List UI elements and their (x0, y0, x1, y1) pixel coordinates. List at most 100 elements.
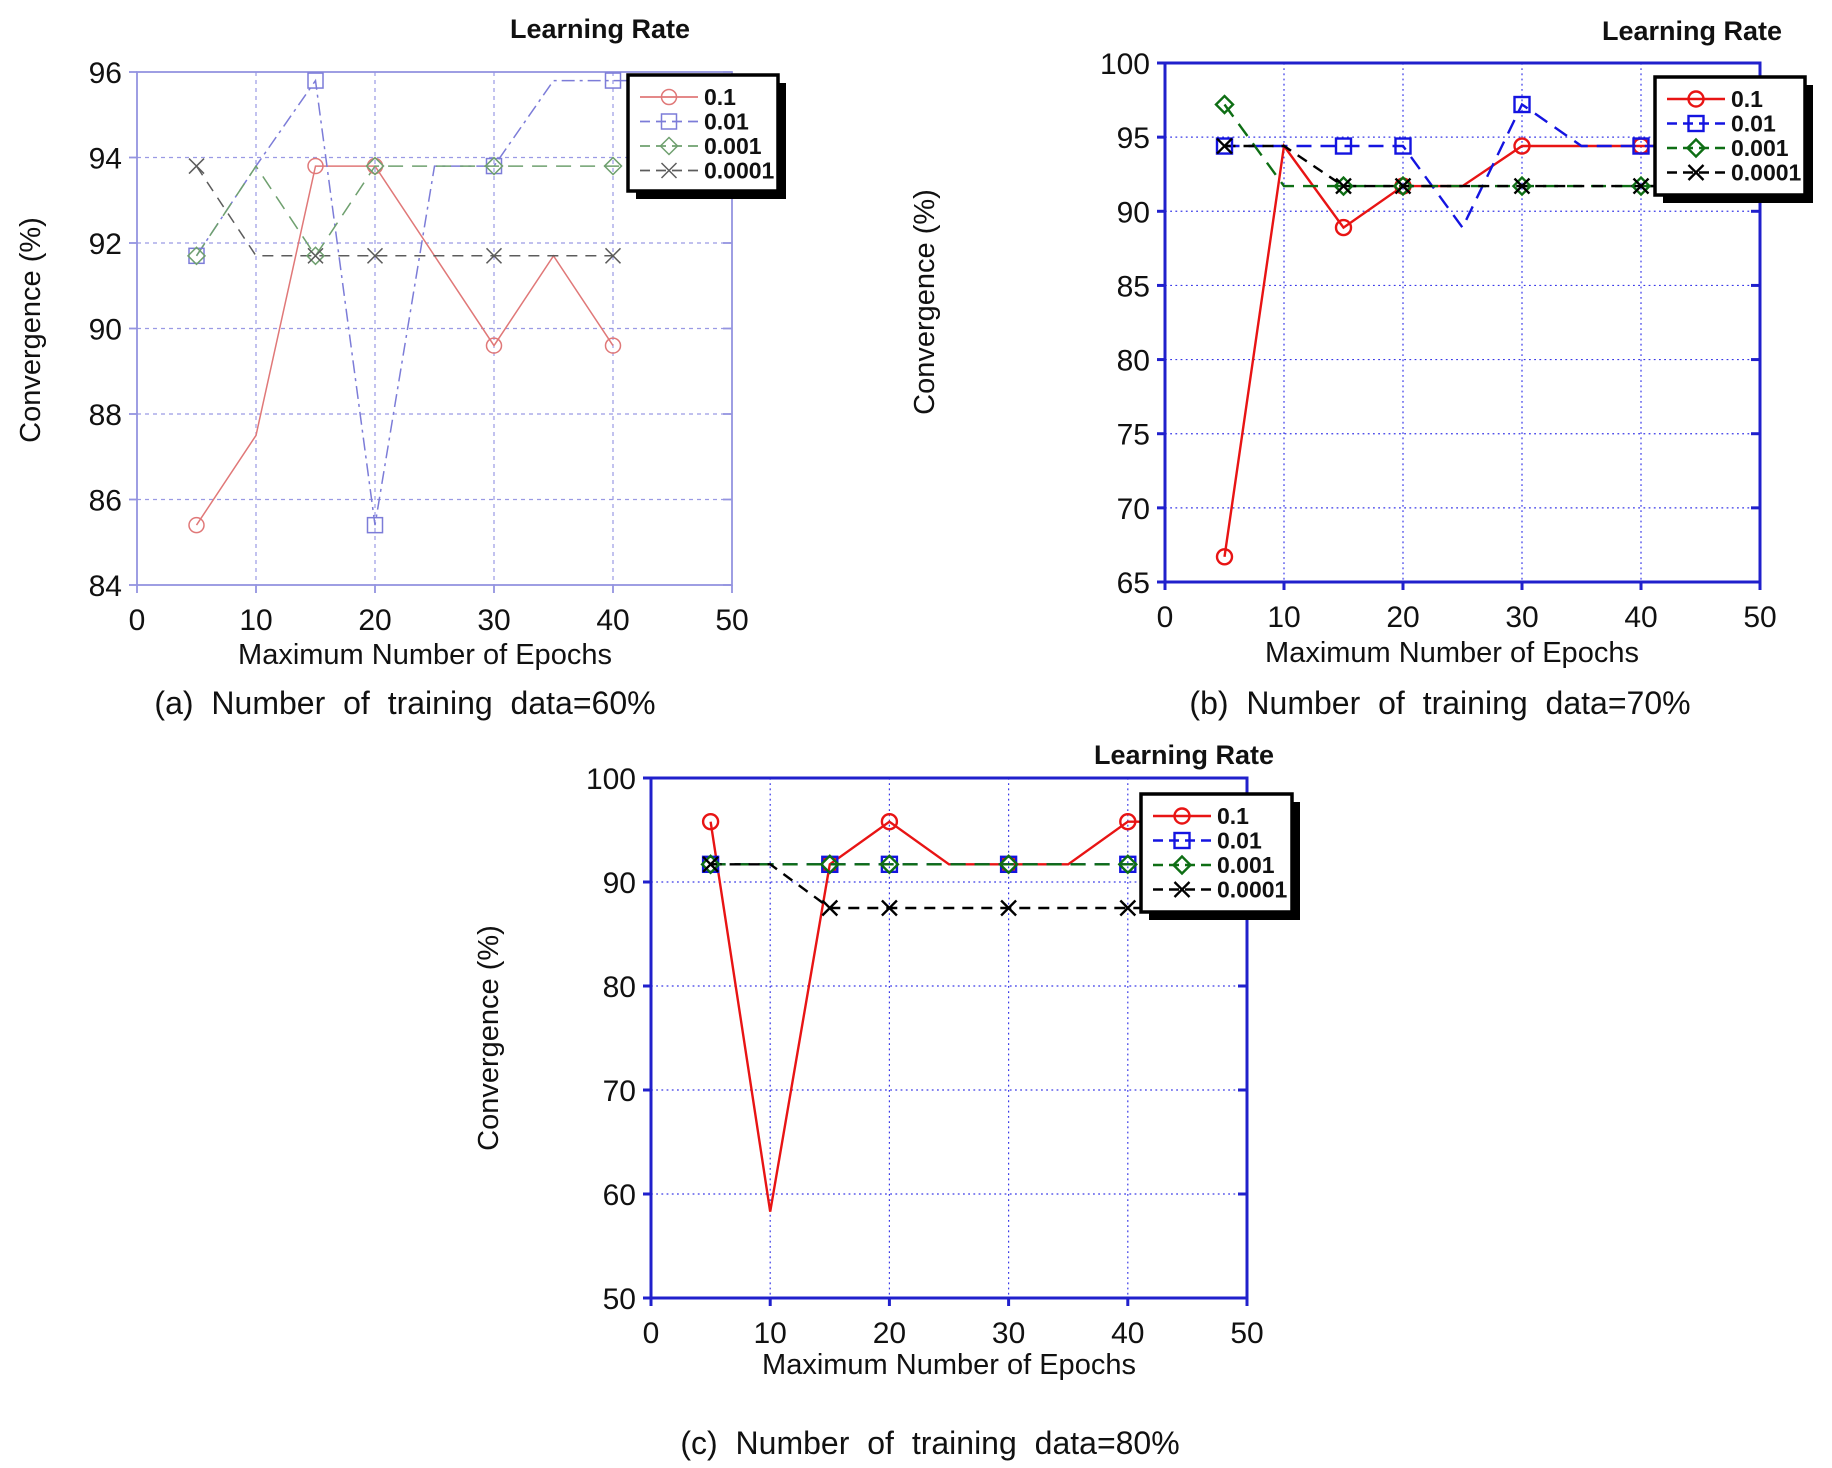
legend-label-0.01: 0.01 (1731, 111, 1776, 137)
marker-diamond-a-0.001 (186, 246, 207, 266)
marker-circle-b-0.1 (1215, 548, 1234, 566)
x-axis-title-a: Maximum Number of Epochs (238, 639, 612, 671)
y-tick-label-b-75: 75 (1117, 419, 1150, 452)
y-tick-label-a-92: 92 (89, 228, 122, 261)
marker-square-a-0.01 (307, 72, 324, 89)
legend-box (626, 73, 780, 193)
marker-square-a-0.01 (604, 72, 622, 89)
series-line-b-0.01 (1224, 102, 1707, 230)
grid-c (651, 778, 1247, 1298)
marker-diamond-a-0.001 (603, 156, 623, 176)
series-line-c-0.0001 (710, 863, 1194, 910)
x-tick-label-b-20: 20 (1386, 601, 1419, 634)
y-axis-title-b: Convergence (%) (909, 189, 941, 415)
marker-circle-c-0.1 (1119, 812, 1137, 831)
legend-title-c: Learning Rate (1094, 740, 1274, 770)
marker-diamond-b-0.001 (1630, 175, 1652, 197)
legend-item-0.0001: 0.0001 (640, 158, 775, 184)
legend-label-0.01: 0.01 (704, 109, 749, 135)
y-tick-label-b-100: 100 (1100, 48, 1150, 81)
marker-x-b-0.0001 (1216, 137, 1233, 155)
y-tick-label-b-85: 85 (1117, 270, 1150, 303)
legend-item-0.001: 0.001 (640, 133, 762, 159)
legend-box (1653, 75, 1807, 197)
y-tick-label-c-60: 60 (603, 1179, 636, 1212)
marker-diamond-c-0.001 (879, 854, 900, 875)
legend-sample-marker-x (1687, 164, 1705, 181)
legend-item-0.01: 0.01 (1153, 828, 1262, 854)
series-line-a-0.1 (195, 165, 614, 526)
marker-square-b-0.01 (1215, 137, 1234, 155)
x-tick-label-c-40: 40 (1111, 1317, 1144, 1350)
y-tick-label-a-96: 96 (89, 57, 122, 90)
y-tick-label-a-86: 86 (89, 485, 122, 518)
marker-square-b-0.01 (1394, 137, 1412, 155)
marker-diamond-b-0.001 (1333, 175, 1354, 197)
legend-label-0.001: 0.001 (704, 133, 762, 159)
y-tick-label-b-65: 65 (1117, 567, 1150, 600)
marker-diamond-a-0.001 (305, 246, 326, 266)
x-tick-label-a-10: 10 (239, 604, 272, 637)
legend-label-0.0001: 0.0001 (704, 158, 775, 184)
legend-label-0.01: 0.01 (1217, 828, 1262, 854)
y-tick-label-b-90: 90 (1117, 196, 1150, 229)
y-tick-label-b-95: 95 (1117, 122, 1150, 155)
x-tick-label-b-30: 30 (1505, 601, 1538, 634)
y-tick-label-c-100: 100 (586, 763, 636, 796)
legend-sample-marker-square (1173, 831, 1191, 850)
y-tick-label-c-50: 50 (603, 1283, 636, 1316)
x-tick-label-a-20: 20 (358, 604, 391, 637)
marker-square-b-0.01 (1513, 95, 1531, 114)
x-tick-label-a-40: 40 (596, 604, 629, 637)
legend-title-a: Learning Rate (510, 14, 690, 44)
legend-sample-marker-x (660, 162, 678, 179)
legend-sample-marker-circle (1687, 90, 1705, 108)
legend-item-0.1: 0.1 (1153, 803, 1249, 829)
caption-c: (c) Number of training data=80% (680, 1425, 1179, 1461)
series-markers-c (700, 812, 1138, 917)
marker-diamond-c-0.001 (700, 854, 721, 875)
y-tick-label-b-70: 70 (1117, 493, 1150, 526)
marker-square-b-0.01 (1632, 137, 1650, 155)
legend-item-0.0001: 0.0001 (1153, 877, 1288, 903)
x-tick-label-a-0: 0 (129, 604, 146, 637)
y-tick-label-c-70: 70 (603, 1075, 636, 1108)
series-markers-a (186, 72, 623, 534)
marker-x-b-0.0001 (1632, 177, 1650, 195)
x-tick-label-b-50: 50 (1743, 601, 1776, 634)
x-tick-label-b-0: 0 (1157, 601, 1174, 634)
y-tick-label-a-90: 90 (89, 314, 122, 347)
legend-sample-marker-circle (1173, 807, 1191, 825)
series-line-a-0.0001 (195, 165, 613, 257)
legend-item-0.1: 0.1 (1667, 86, 1763, 112)
marker-x-a-0.0001 (188, 158, 205, 175)
y-tick-label-b-80: 80 (1117, 345, 1150, 378)
legend-item-0.001: 0.001 (1153, 852, 1275, 878)
marker-square-a-0.01 (366, 516, 384, 534)
legend-label-0.1: 0.1 (704, 84, 736, 110)
grid-a (137, 72, 732, 585)
legend-sample-marker-square (1687, 114, 1705, 133)
legend-item-0.001: 0.001 (1667, 135, 1789, 161)
series-markers-b (1214, 94, 1652, 566)
series-line-a-0.01 (195, 78, 679, 526)
marker-diamond-c-0.001 (1117, 854, 1138, 875)
marker-circle-a-0.1 (485, 337, 503, 354)
x-tick-label-a-50: 50 (715, 604, 748, 637)
marker-circle-a-0.1 (188, 516, 205, 534)
legend-label-0.001: 0.001 (1217, 852, 1275, 878)
caption-a: (a) Number of training data=60% (154, 685, 655, 721)
legend-title-b: Learning Rate (1602, 16, 1782, 46)
marker-circle-c-0.1 (701, 812, 720, 831)
legend-label-0.0001: 0.0001 (1217, 877, 1288, 903)
marker-circle-b-0.1 (1334, 218, 1353, 237)
marker-x-c-0.0001 (821, 899, 839, 917)
legend-box (1139, 792, 1294, 914)
y-tick-label-a-88: 88 (89, 399, 122, 432)
series-lines-b (1223, 102, 1707, 557)
